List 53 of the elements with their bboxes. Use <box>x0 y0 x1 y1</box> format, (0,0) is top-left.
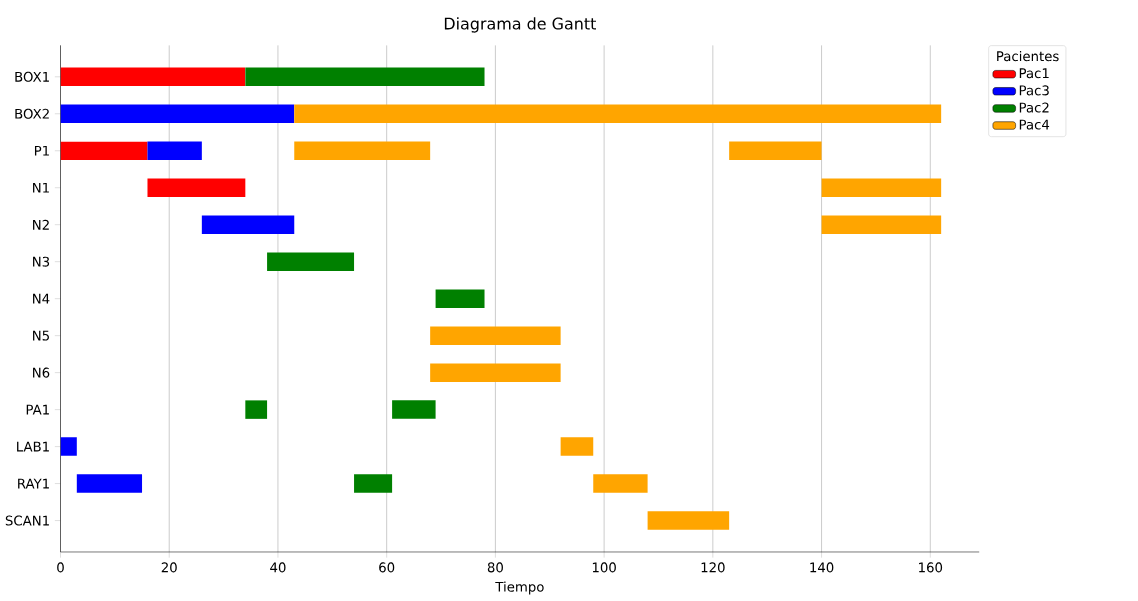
x-tick-label: 60 <box>379 562 395 573</box>
y-tick-label: BOX1 <box>15 71 49 82</box>
bar <box>354 474 393 493</box>
bar <box>294 104 942 123</box>
y-tick-label: N6 <box>33 367 50 378</box>
bar <box>267 252 355 271</box>
legend-label: Pac2 <box>1019 102 1049 113</box>
x-tick-label: 20 <box>161 562 177 573</box>
legend-label: Pac4 <box>1019 119 1050 130</box>
x-tick-label: 160 <box>919 562 943 573</box>
chart-title: Diagrama de Gantt <box>444 17 596 33</box>
bar <box>76 474 143 493</box>
bar <box>245 67 485 86</box>
bar <box>821 178 942 197</box>
bar <box>430 326 561 345</box>
bar <box>729 141 822 160</box>
legend-label: Pac1 <box>1019 68 1049 79</box>
y-tick-label: P1 <box>34 145 49 156</box>
bar <box>60 104 295 123</box>
x-tick-label: 140 <box>810 562 834 573</box>
legend-label: Pac3 <box>1019 85 1049 96</box>
x-tick-label: 80 <box>487 562 503 573</box>
bar <box>147 178 246 197</box>
bar <box>147 141 202 160</box>
y-tick-label: N4 <box>33 293 50 304</box>
y-tick-label: N1 <box>33 182 49 193</box>
y-tick-label: PA1 <box>26 404 49 415</box>
bar <box>430 363 561 382</box>
y-tick-label: LAB1 <box>17 441 49 452</box>
y-tick-label: SCAN1 <box>5 515 49 526</box>
bar <box>593 474 648 493</box>
y-tick-label: N3 <box>33 256 50 267</box>
bar <box>435 289 485 308</box>
bar <box>201 215 295 234</box>
bar <box>821 215 942 234</box>
y-tick-label: RAY1 <box>18 478 49 489</box>
bar <box>294 141 431 160</box>
legend-title: Pacientes <box>997 50 1059 62</box>
bar <box>647 511 730 530</box>
y-tick-label: BOX2 <box>15 108 49 119</box>
y-tick-label: N2 <box>33 219 49 230</box>
bar <box>560 437 594 456</box>
x-axis-title: Tiempo <box>495 581 544 595</box>
x-tick-label: 120 <box>701 562 725 573</box>
bar <box>245 400 268 419</box>
bar <box>60 67 246 86</box>
y-tick-label: N5 <box>33 330 49 341</box>
x-tick-label: 40 <box>270 562 286 573</box>
bar <box>60 437 77 456</box>
x-tick-label: 100 <box>592 562 616 573</box>
bar <box>60 141 148 160</box>
bar <box>392 400 436 419</box>
x-tick-label: 0 <box>57 562 64 573</box>
